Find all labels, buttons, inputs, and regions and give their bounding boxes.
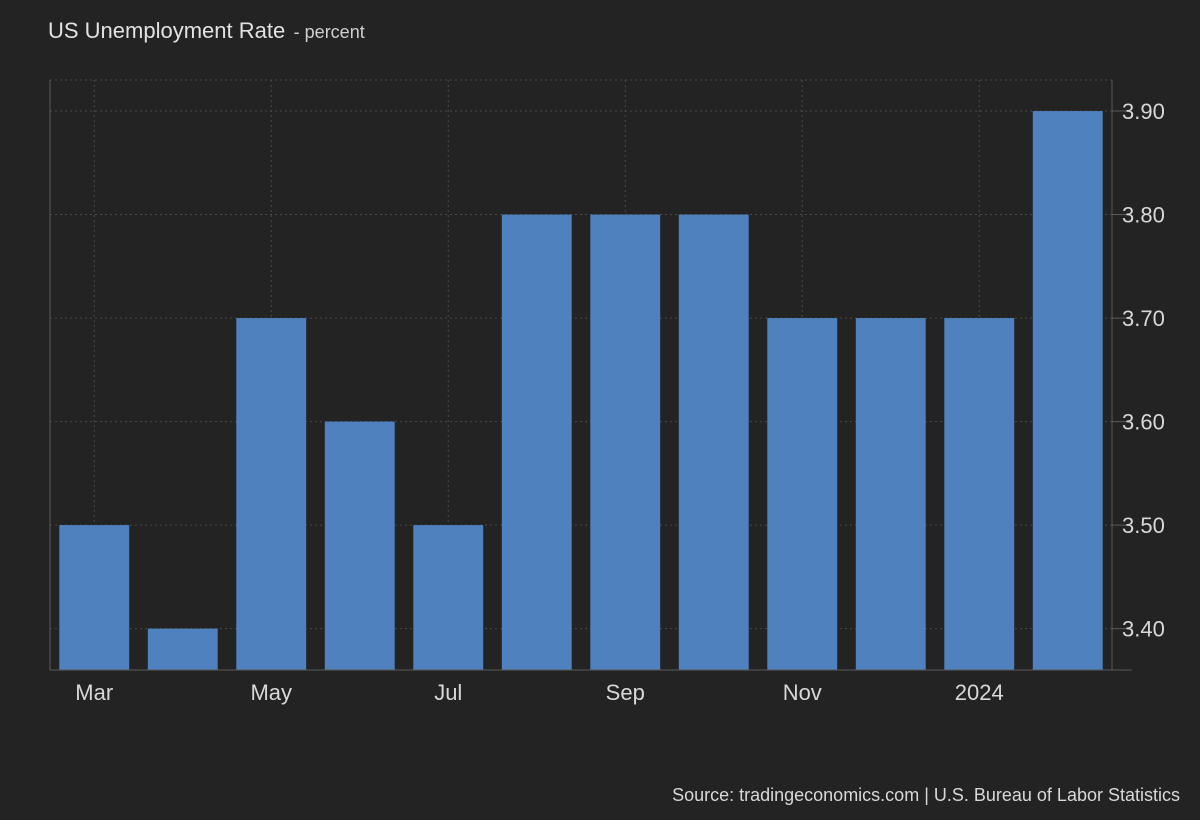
bar (147, 628, 218, 670)
chart-title: US Unemployment Rate (48, 18, 286, 43)
bar (59, 525, 130, 670)
bar (501, 214, 572, 670)
bar (855, 318, 926, 670)
chart-subtitle: - percent (293, 22, 365, 42)
x-tick-label: 2024 (955, 680, 1004, 705)
y-tick-label: 3.50 (1122, 513, 1165, 538)
bar (236, 318, 307, 670)
y-tick-label: 3.60 (1122, 410, 1165, 435)
bar (767, 318, 838, 670)
bar (944, 318, 1015, 670)
x-tick-label: May (250, 680, 292, 705)
x-tick-label: Sep (606, 680, 645, 705)
chart-title-block: US Unemployment Rate - percent (48, 18, 365, 44)
bar (1032, 111, 1103, 671)
x-tick-label: Jul (434, 680, 462, 705)
y-tick-label: 3.80 (1122, 203, 1165, 228)
bar (678, 214, 749, 670)
bar (590, 214, 661, 670)
bar (413, 525, 484, 670)
y-tick-label: 3.40 (1122, 617, 1165, 642)
source-note: Source: tradingeconomics.com | U.S. Bure… (672, 785, 1180, 805)
y-tick-label: 3.70 (1122, 306, 1165, 331)
x-tick-label: Nov (783, 680, 822, 705)
y-tick-label: 3.90 (1122, 99, 1165, 124)
bar (324, 421, 395, 670)
x-tick-label: Mar (75, 680, 113, 705)
